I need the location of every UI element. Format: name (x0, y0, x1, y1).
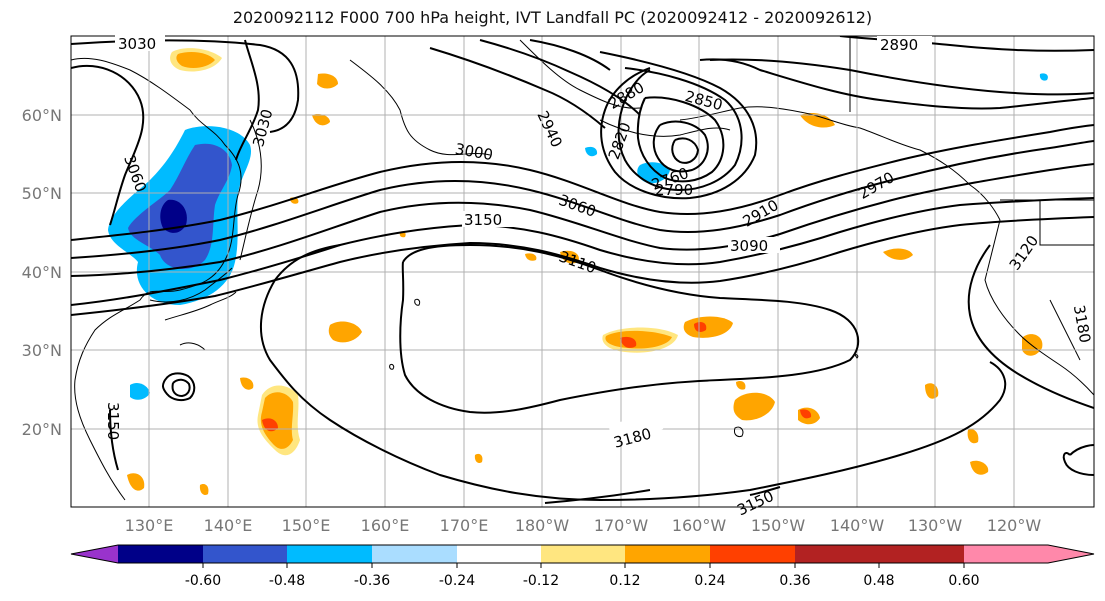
contour-label: 3150 (464, 211, 502, 229)
colorbar-tick-label: 0.36 (779, 573, 810, 589)
colorbar-tick-label: 0.60 (948, 573, 979, 589)
colorbar-bin (457, 545, 541, 563)
ivt-negative-shading (108, 73, 1048, 400)
contour-label: 2890 (880, 36, 918, 54)
contour-label: 3030 (118, 35, 156, 53)
colorbar-extend-low (71, 545, 118, 563)
colorbar-tick-label: -0.60 (185, 573, 221, 589)
colorbar-bin (372, 545, 457, 563)
colorbar-bin (795, 545, 879, 563)
map-title: 2020092112 F000 700 hPa height, IVT Land… (232, 8, 873, 27)
lon-label: 170°E (440, 516, 489, 535)
lon-label: 120°W (987, 516, 1042, 535)
longitude-labels: 130°E 140°E 150°E 160°E 170°E 180°W 170°… (125, 516, 1042, 535)
lon-label: 160°W (672, 516, 727, 535)
lon-label: 140°W (830, 516, 885, 535)
colorbar-tick-label: 0.12 (609, 573, 640, 589)
colorbar-bin (710, 545, 795, 563)
contour-label: 2790 (655, 181, 693, 199)
colorbar: -0.60 -0.48 -0.36 -0.24 -0.12 0.12 0.24 … (70, 544, 1095, 589)
colorbar-tick-label: -0.48 (269, 573, 305, 589)
colorbar-tick-label: -0.36 (354, 573, 390, 589)
contour-label: 3090 (730, 237, 768, 255)
colorbar-bin (287, 545, 372, 563)
contour-label: 3150 (104, 402, 122, 440)
lon-label: 170°W (594, 516, 649, 535)
lat-label: 60°N (22, 106, 62, 125)
lon-label: 150°E (282, 516, 331, 535)
lon-label: 130°E (125, 516, 174, 535)
colorbar-ticks (202, 563, 965, 568)
islands (389, 298, 859, 437)
colorbar-bin (203, 545, 287, 563)
lat-label: 20°N (22, 420, 62, 439)
map-frame (70, 35, 1095, 508)
colorbar-tick-label: -0.24 (439, 573, 475, 589)
lon-label: 150°W (751, 516, 806, 535)
colorbar-bin (879, 545, 964, 563)
lat-label: 50°N (22, 184, 62, 203)
lon-label: 160°E (361, 516, 410, 535)
colorbar-outline (70, 544, 1095, 564)
colorbar-tick-label: 0.48 (863, 573, 894, 589)
colorbar-bin (625, 545, 710, 563)
colorbar-extend-high (964, 545, 1094, 563)
lon-label: 130°W (908, 516, 963, 535)
lon-label: 140°E (204, 516, 253, 535)
lat-label: 30°N (22, 341, 62, 360)
height-contours (71, 36, 1094, 504)
coastlines (71, 36, 1094, 501)
lon-label: 180°W (515, 516, 570, 535)
colorbar-bin (541, 545, 625, 563)
colorbar-bin (118, 545, 203, 563)
colorbar-tick-label: -0.12 (523, 573, 559, 589)
latitude-labels: 60°N 50°N 40°N 30°N 20°N (22, 106, 62, 439)
lat-label: 40°N (22, 263, 62, 282)
colorbar-tick-label: 0.24 (694, 573, 725, 589)
